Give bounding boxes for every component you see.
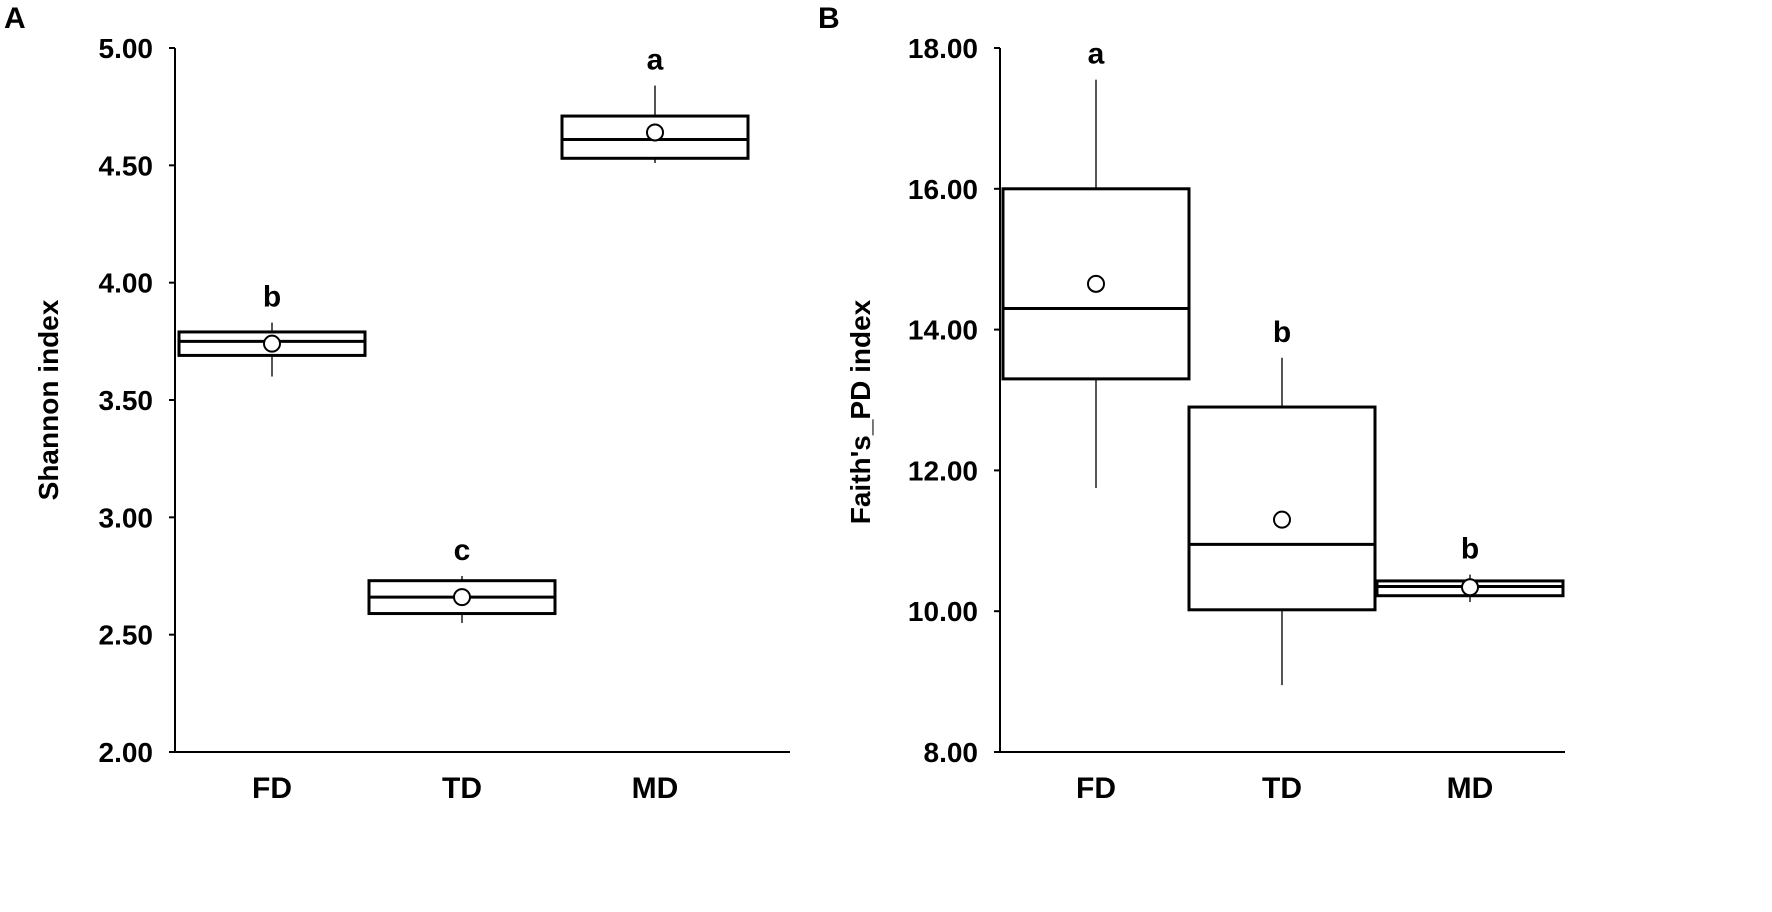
y-tick-label: 8.00 [924, 737, 979, 768]
x-category-label: FD [1076, 772, 1116, 805]
y-tick-label: 18.00 [908, 33, 978, 64]
y-tick-label: 4.00 [99, 268, 154, 299]
x-category-label: MD [632, 772, 679, 805]
y-tick-label: 4.50 [99, 150, 154, 181]
y-axis-label: Shannon index [33, 299, 64, 500]
significance-letter: a [647, 44, 664, 77]
panel-letter: A [4, 2, 26, 35]
box-iqr [1187, 405, 1377, 612]
y-tick-label: 3.00 [99, 502, 154, 533]
panel-b: B 8.00 10.00 12.00 14.00 16.00 18.00 Faith's_PD… [818, 2, 1565, 805]
significance-letter: b [1273, 316, 1291, 349]
significance-letter: b [1461, 533, 1479, 566]
y-tick-label: 14.00 [908, 315, 978, 346]
y-tick-label: 5.00 [99, 33, 154, 64]
y-tick-label: 2.50 [99, 620, 154, 651]
x-category-label: MD [1447, 772, 1494, 805]
significance-letter: c [454, 534, 471, 567]
x-category-label: FD [252, 772, 292, 805]
mean-marker [453, 588, 471, 607]
mean-marker [1273, 510, 1291, 529]
y-axis-label: Faith's_PD index [845, 299, 876, 524]
x-category-label: TD [442, 772, 482, 805]
y-tick-label: 3.50 [99, 385, 154, 416]
mean-marker [263, 334, 281, 353]
mean-marker [1087, 274, 1105, 293]
panel-letter: B [818, 2, 840, 35]
y-tick-label: 2.00 [99, 737, 154, 768]
x-category-label: TD [1262, 772, 1302, 805]
significance-letter: a [1088, 38, 1105, 71]
panel-a: A 2.00 2.50 3.00 3.50 4.00 4.50 5.00 Shannon ind… [4, 2, 790, 805]
y-tick-label: 12.00 [908, 455, 978, 486]
y-tick-label: 10.00 [908, 596, 978, 627]
significance-letter: b [263, 281, 281, 314]
y-tick-label: 16.00 [908, 174, 978, 205]
mean-marker [1461, 578, 1479, 597]
mean-marker [646, 123, 664, 142]
